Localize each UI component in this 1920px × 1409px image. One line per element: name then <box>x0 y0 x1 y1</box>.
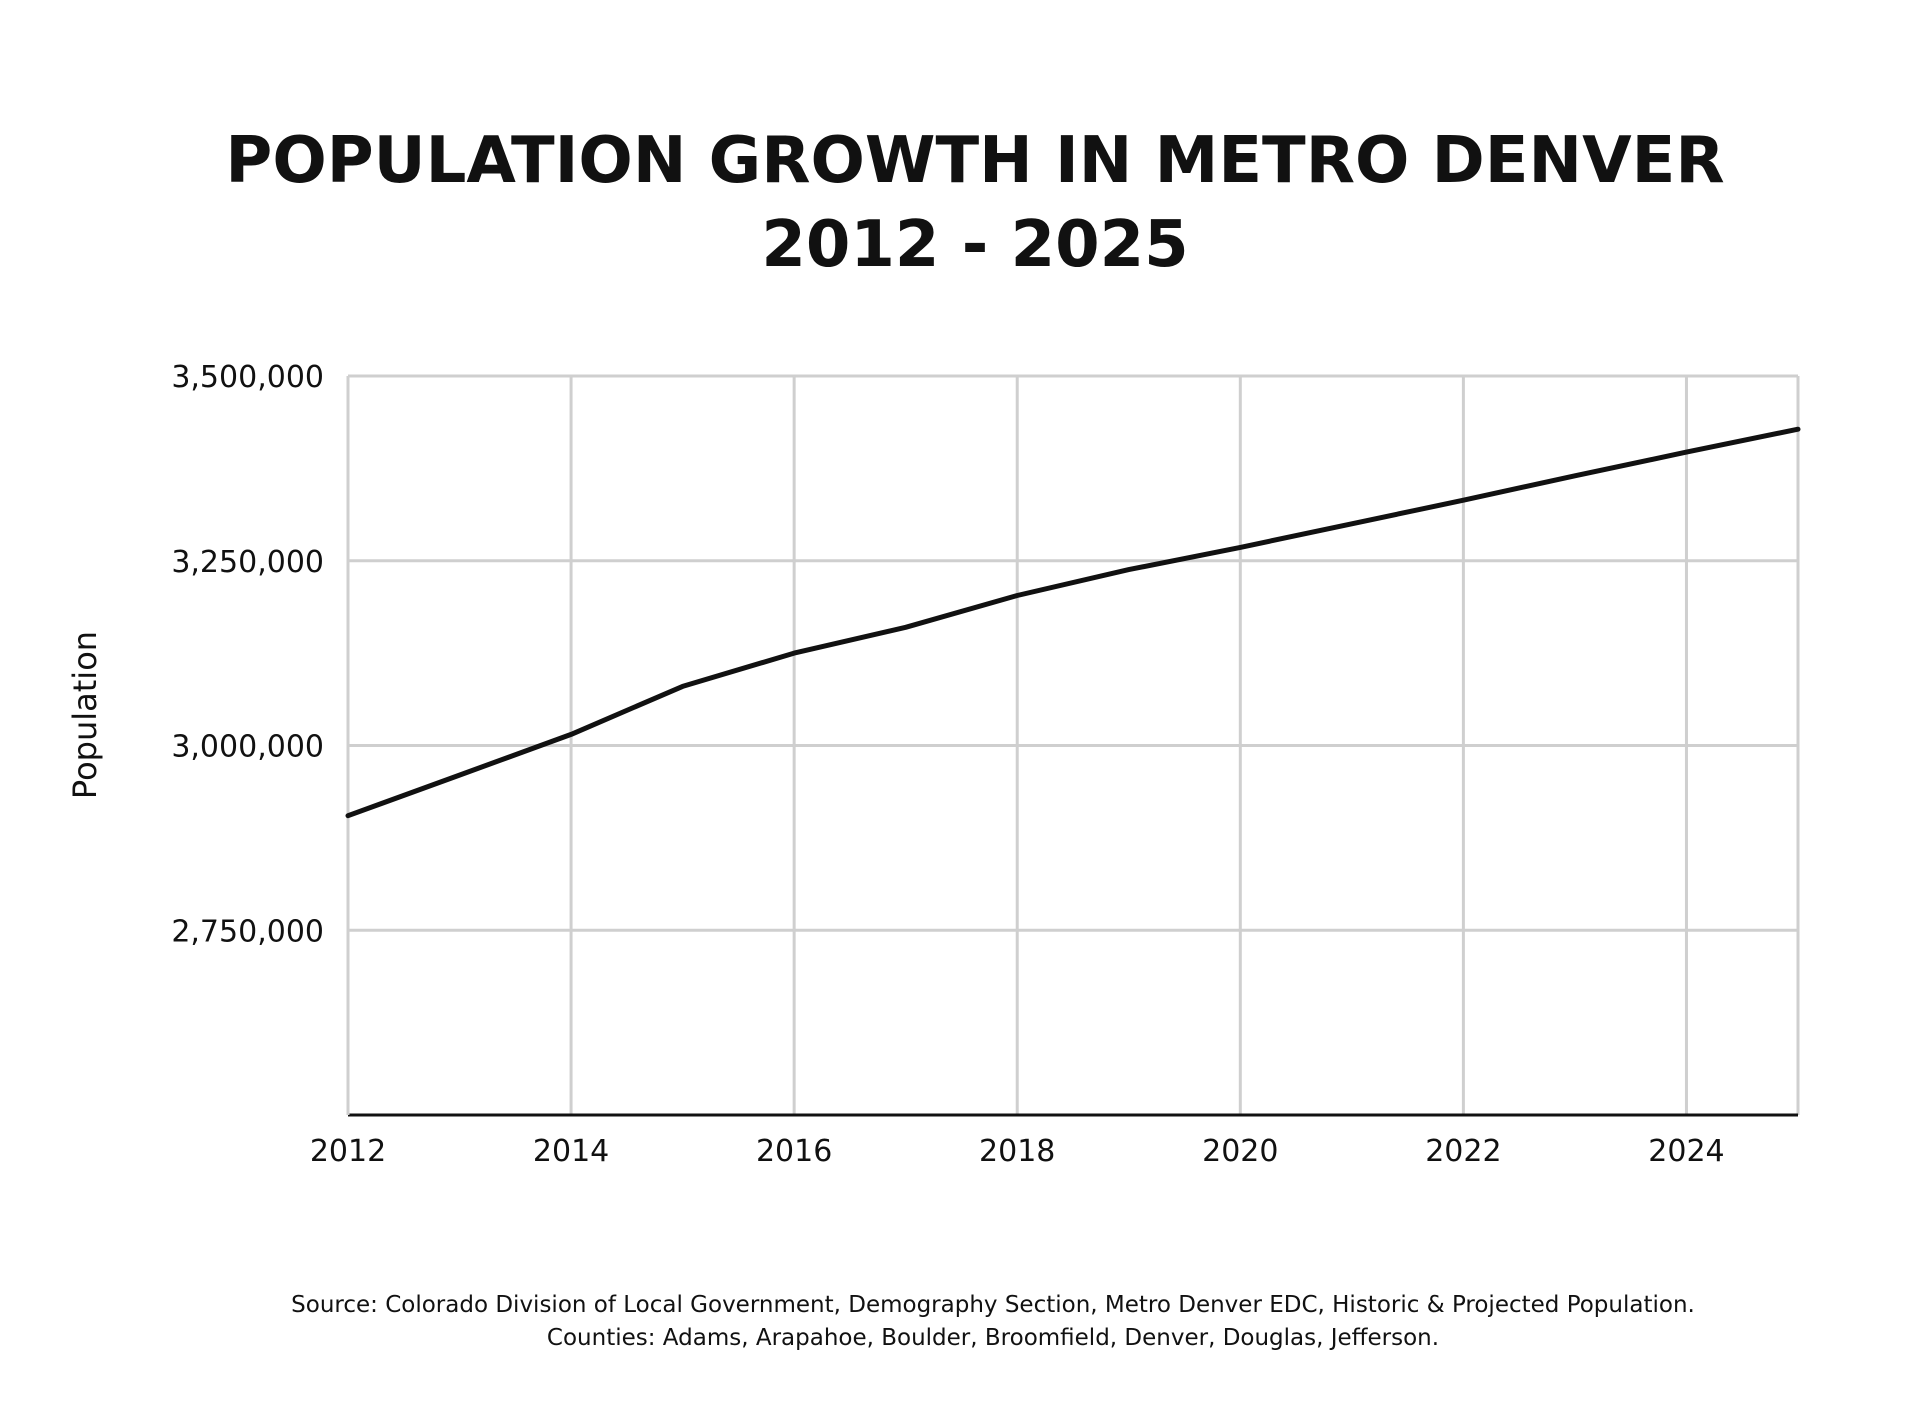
axes <box>346 376 1798 1117</box>
x-tick-label: 2022 <box>1425 1134 1501 1169</box>
y-tick-label: 3,000,000 <box>171 730 324 765</box>
x-tick-label: 2020 <box>1202 1134 1278 1169</box>
y-tick-label: 3,500,000 <box>171 360 324 395</box>
x-tick-label: 2018 <box>979 1134 1055 1169</box>
x-tick-label: 2014 <box>533 1134 609 1169</box>
source-note: Source: Colorado Division of Local Gover… <box>291 1292 1695 1318</box>
x-tick-label: 2016 <box>756 1134 832 1169</box>
y-tick-labels: 2,750,000 3,000,000 3,250,000 3,500,000 <box>171 360 324 949</box>
series-line-population <box>345 426 1801 819</box>
series <box>345 426 1801 819</box>
x-tick-label: 2012 <box>310 1134 386 1169</box>
grid <box>346 374 1800 1115</box>
y-tick-label: 3,250,000 <box>171 545 324 580</box>
counties-note: Counties: Adams, Arapahoe, Boulder, Broo… <box>547 1325 1439 1351</box>
x-tick-label: 2024 <box>1648 1134 1724 1169</box>
chart-subtitle: 2012 - 2025 <box>761 208 1188 282</box>
x-tick-labels: 2012 2014 2016 2018 2020 2022 2024 <box>310 1134 1725 1169</box>
y-tick-label: 2,750,000 <box>171 914 324 949</box>
y-axis-title: Population <box>66 631 104 799</box>
chart-title: POPULATION GROWTH IN METRO DENVER <box>225 124 1724 198</box>
